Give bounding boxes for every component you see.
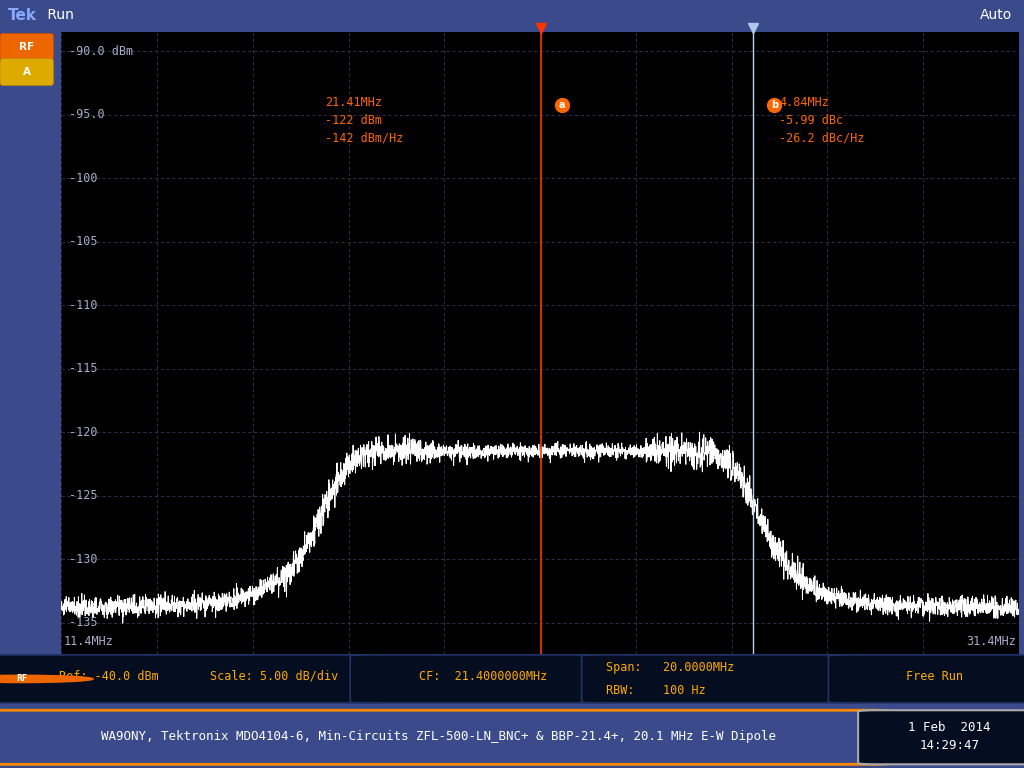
Text: -130: -130	[69, 553, 97, 565]
Text: Ref: -40.0 dBm: Ref: -40.0 dBm	[59, 670, 159, 683]
Text: Scale: 5.00 dB/div: Scale: 5.00 dB/div	[210, 670, 338, 683]
Text: WA9ONY, Tektronix MDO4104-6, Min-Circuits ZFL-500-LN_BNC+ & BBP-21.4+, 20.1 MHz : WA9ONY, Tektronix MDO4104-6, Min-Circuit…	[100, 730, 776, 743]
FancyBboxPatch shape	[0, 710, 891, 764]
Text: b: b	[771, 100, 778, 110]
Text: Tek: Tek	[8, 8, 37, 23]
Text: CF:  21.4000000MHz: CF: 21.4000000MHz	[419, 670, 548, 683]
FancyBboxPatch shape	[858, 710, 1024, 764]
Text: RF: RF	[19, 41, 34, 51]
Text: -95.0: -95.0	[69, 108, 104, 121]
Text: a: a	[559, 100, 565, 110]
Text: 11.4MHz: 11.4MHz	[63, 635, 114, 648]
Text: -110: -110	[69, 299, 97, 312]
Text: -135: -135	[69, 616, 97, 629]
Text: Span:   20.0000MHz: Span: 20.0000MHz	[606, 661, 734, 674]
Text: A: A	[23, 67, 31, 77]
FancyBboxPatch shape	[0, 33, 53, 61]
Text: -100: -100	[69, 172, 97, 185]
Text: 31.4MHz: 31.4MHz	[967, 635, 1017, 648]
Text: -125: -125	[69, 489, 97, 502]
Text: RBW:    100 Hz: RBW: 100 Hz	[606, 684, 706, 697]
Text: -105: -105	[69, 235, 97, 248]
Text: Run: Run	[43, 8, 74, 22]
FancyBboxPatch shape	[828, 655, 1024, 703]
Text: 21.41MHz
-122 dBm
-142 dBm/Hz: 21.41MHz -122 dBm -142 dBm/Hz	[326, 96, 403, 144]
Text: Free Run: Free Run	[906, 670, 964, 683]
Text: -120: -120	[69, 425, 97, 439]
Text: Auto: Auto	[980, 8, 1012, 22]
Circle shape	[0, 675, 93, 683]
FancyBboxPatch shape	[0, 655, 387, 703]
Text: 1 Feb  2014
14:29:47: 1 Feb 2014 14:29:47	[908, 720, 990, 752]
FancyBboxPatch shape	[0, 58, 53, 85]
FancyBboxPatch shape	[582, 655, 863, 703]
Text: -115: -115	[69, 362, 97, 376]
Text: 4.84MHz
-5.99 dBc
-26.2 dBc/Hz: 4.84MHz -5.99 dBc -26.2 dBc/Hz	[779, 96, 864, 144]
Text: -90.0 dBm: -90.0 dBm	[69, 45, 133, 58]
Text: RF: RF	[16, 674, 27, 684]
FancyBboxPatch shape	[350, 655, 616, 703]
